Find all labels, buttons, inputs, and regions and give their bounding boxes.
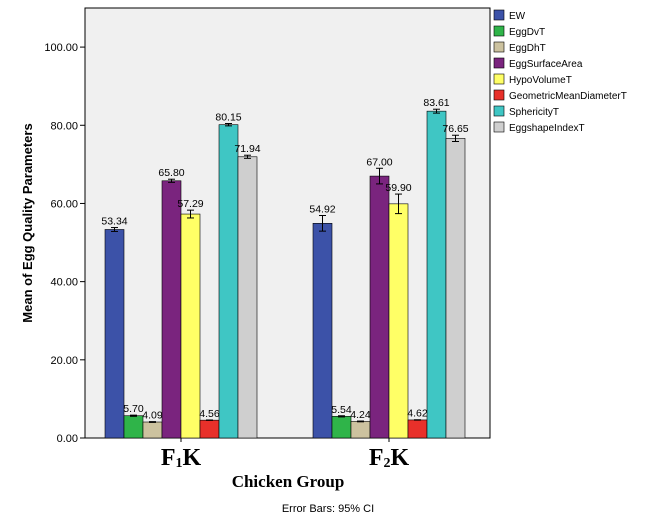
data-label: 83.61 bbox=[423, 97, 449, 109]
y-tick-label: 100.00 bbox=[44, 42, 78, 54]
legend-swatch-geometricmeandiametert bbox=[493, 89, 505, 101]
legend-swatch-ew bbox=[493, 9, 505, 21]
bar-eggdht-2 bbox=[350, 421, 371, 439]
data-label: 4.62 bbox=[407, 408, 428, 420]
plot-area bbox=[84, 7, 491, 439]
data-label: 65.80 bbox=[158, 167, 184, 179]
bar-eggsurfacearea-2 bbox=[369, 175, 390, 439]
bar-geometricmeandiametert-2 bbox=[407, 419, 428, 439]
legend-swatch-eggdvt bbox=[493, 25, 505, 37]
legend-swatch-eggshapeindext bbox=[493, 121, 505, 133]
x-tick-label: F2K bbox=[369, 445, 410, 471]
x-tick-label-tail: K bbox=[183, 445, 202, 471]
bars-group: 53.34 5.704.09 65.80 57.29 4.56 80.15 71.94 54.… bbox=[101, 97, 469, 439]
x-axis: F1K F2K bbox=[161, 438, 410, 471]
error-bars-note: Error Bars: 95% CI bbox=[282, 503, 374, 515]
legend-label-eggdht: EggDhT bbox=[509, 43, 546, 54]
legend-swatch-eggdht bbox=[493, 41, 505, 53]
y-tick-label: 80.00 bbox=[50, 120, 78, 132]
y-tick-label: 40.00 bbox=[50, 277, 78, 289]
legend-swatch-hypovolumet bbox=[493, 73, 505, 85]
data-label: 71.94 bbox=[234, 143, 260, 155]
legend-label-eggdvt: EggDvT bbox=[509, 27, 545, 38]
data-label: 59.90 bbox=[385, 182, 411, 194]
data-label: 54.92 bbox=[309, 203, 335, 215]
bar-eggsurfacearea-1 bbox=[161, 180, 182, 439]
data-label: 57.29 bbox=[177, 198, 203, 210]
x-tick-label: F1K bbox=[161, 445, 202, 471]
data-label: 5.54 bbox=[331, 404, 352, 416]
x-tick-label-main: F bbox=[161, 445, 176, 471]
legend: EW EggDvT EggDhT EggSurfaceArea HypoVolumeT G… bbox=[493, 9, 627, 134]
x-tick-label-main: F bbox=[369, 445, 384, 471]
legend-swatch-eggsurfacearea bbox=[493, 57, 505, 69]
x-tick-label-tail: K bbox=[391, 445, 410, 471]
y-axis-title: Mean of Egg Quality Parameters bbox=[20, 123, 35, 322]
data-label: 4.24 bbox=[350, 409, 371, 421]
bar-ew-2 bbox=[312, 223, 333, 439]
data-label: 76.65 bbox=[442, 123, 468, 135]
bar-eggdvt-1 bbox=[123, 415, 144, 439]
data-label: 53.34 bbox=[101, 216, 127, 228]
bar-ew-1 bbox=[104, 229, 125, 439]
legend-label-eggshapeindext: EggshapeIndexT bbox=[509, 123, 585, 134]
y-tick-label: 60.00 bbox=[50, 198, 78, 210]
x-tick-label-subscript: 1 bbox=[176, 456, 183, 471]
legend-label-eggsurfacearea: EggSurfaceArea bbox=[509, 59, 583, 70]
data-label: 67.00 bbox=[366, 156, 392, 168]
y-tick-label: 0.00 bbox=[57, 433, 78, 445]
bar-eggdvt-2 bbox=[331, 416, 352, 439]
bar-geometricmeandiametert-1 bbox=[199, 419, 220, 439]
data-label: 5.70 bbox=[123, 403, 144, 415]
y-tick-label: 20.00 bbox=[50, 355, 78, 367]
data-label: 4.09 bbox=[142, 410, 163, 422]
legend-label-sphericityt: SphericityT bbox=[509, 107, 559, 118]
x-tick-label-subscript: 2 bbox=[384, 456, 391, 471]
bar-eggdht-1 bbox=[142, 421, 163, 439]
legend-label-ew: EW bbox=[509, 11, 526, 22]
legend-label-geometricmeandiametert: GeometricMeanDiameterT bbox=[509, 91, 627, 102]
data-label: 4.56 bbox=[199, 408, 220, 420]
legend-label-hypovolumet: HypoVolumeT bbox=[509, 75, 572, 86]
bar-eggshapeindext-2 bbox=[445, 138, 466, 439]
legend-swatch-sphericityt bbox=[493, 105, 505, 117]
bar-hypovolumet-1 bbox=[180, 213, 201, 439]
bar-sphericityt-1 bbox=[218, 124, 239, 439]
bar-hypovolumet-2 bbox=[388, 203, 409, 439]
bar-sphericityt-2 bbox=[426, 110, 447, 439]
bar-eggshapeindext-1 bbox=[237, 156, 258, 439]
data-label: 80.15 bbox=[215, 112, 241, 124]
x-axis-title: Chicken Group bbox=[232, 472, 345, 491]
y-axis: 0.00 20.00 40.00 60.00 80.00 100.00 bbox=[44, 42, 85, 445]
